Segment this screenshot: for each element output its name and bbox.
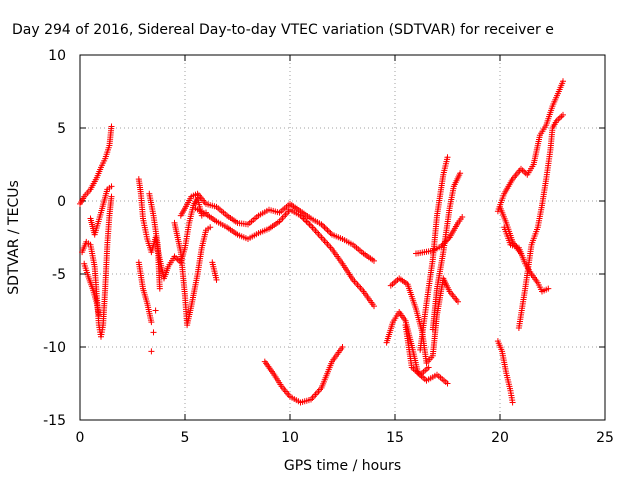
data-point [425, 364, 432, 371]
data-point [303, 218, 310, 225]
data-point [173, 254, 180, 261]
data-point [545, 285, 552, 292]
data-point [305, 219, 311, 226]
data-point [457, 170, 464, 177]
x-tick-label: 5 [181, 430, 190, 446]
plot-frame [79, 54, 606, 421]
data-point [556, 114, 563, 121]
x-tick-label: 15 [386, 430, 404, 446]
y-tick-label: -5 [52, 267, 66, 283]
x-tick-label: 0 [76, 430, 85, 446]
data-marks [77, 78, 566, 406]
data-point [558, 113, 565, 120]
data-point [459, 214, 466, 221]
data-point [326, 228, 332, 235]
data-point [95, 311, 102, 318]
y-tick-label: 10 [48, 48, 66, 64]
data-point [150, 329, 157, 336]
data-point [339, 344, 346, 350]
y-axis-label: SDTVAR / TECUs [6, 180, 22, 295]
data-point [509, 399, 516, 406]
data-point [444, 154, 451, 161]
axis-ticks: 0 5 10 15 20 25 -15 -10 -5 0 5 10 [43, 48, 614, 446]
y-tick-label: 0 [57, 194, 66, 210]
data-point [323, 225, 329, 232]
data-point [108, 183, 115, 190]
y-tick-label: 5 [57, 121, 66, 137]
data-point [148, 319, 155, 326]
data-point [156, 285, 163, 292]
x-axis-label: GPS time / hours [284, 458, 401, 474]
data-point [152, 307, 159, 314]
data-point [320, 222, 326, 229]
data-point [108, 123, 115, 130]
data-point [521, 168, 528, 175]
y-tick-label: -15 [43, 413, 66, 429]
data-point [207, 224, 214, 231]
data-point [371, 303, 377, 310]
data-point [560, 78, 566, 85]
data-point [174, 256, 181, 263]
data-point [518, 250, 524, 257]
data-point [438, 243, 445, 250]
y-tick-label: -10 [43, 340, 66, 356]
x-tick-label: 20 [491, 430, 509, 446]
data-point [371, 257, 377, 264]
data-point [321, 224, 328, 231]
x-tick-label: 10 [281, 430, 299, 446]
data-point [555, 116, 562, 123]
data-point [108, 193, 115, 200]
grid-lines [80, 55, 605, 420]
data-point [522, 170, 529, 177]
data-point [148, 348, 155, 355]
data-point [306, 221, 313, 228]
chart-title: Day 294 of 2016, Sidereal Day-to-day VTE… [12, 22, 554, 38]
x-tick-label: 25 [596, 430, 614, 446]
data-point [455, 298, 461, 305]
data-point [324, 227, 331, 234]
data-point [444, 380, 451, 387]
data-point [213, 276, 220, 283]
data-point [560, 111, 566, 118]
